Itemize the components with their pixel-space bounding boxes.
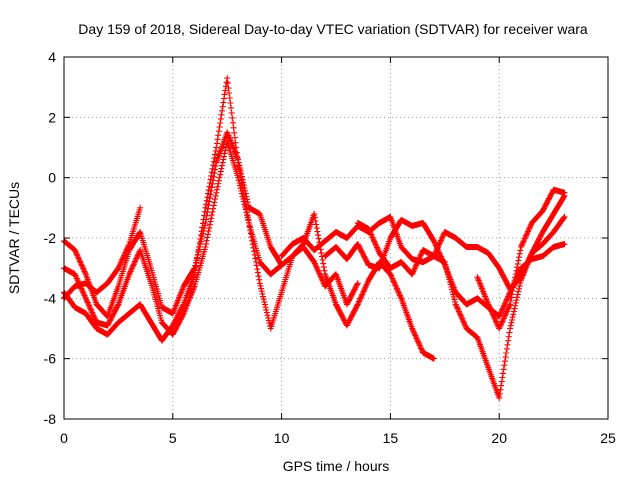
series-points [61, 75, 437, 362]
x-tick-label: 10 [274, 430, 290, 446]
y-tick-label: 2 [48, 109, 56, 125]
series-track-8 [474, 186, 568, 332]
x-tick-label: 0 [60, 430, 68, 446]
series-track-6 [322, 216, 568, 320]
y-tick-label: -4 [44, 290, 57, 306]
x-tick-label: 15 [383, 430, 399, 446]
chart-title: Day 159 of 2018, Sidereal Day-to-day VTE… [78, 21, 588, 37]
y-tick-label: -6 [44, 351, 57, 367]
y-tick-label: -8 [44, 411, 57, 427]
x-tick-label: 20 [491, 430, 507, 446]
plot-frame [63, 56, 609, 420]
x-tick-label: 5 [169, 430, 177, 446]
y-axis-label: SDTVAR / TECUs [6, 182, 22, 294]
series-track-7 [354, 213, 568, 401]
x-tick-label: 25 [600, 430, 616, 446]
y-tick-label: 4 [48, 49, 56, 65]
x-axis-label: GPS time / hours [283, 458, 390, 474]
series-points [354, 213, 568, 401]
data-points [61, 75, 568, 401]
y-tick-label: 0 [48, 170, 56, 186]
axis-ticks: 0 5 10 15 20 25 -8 -6 -4 -2 0 2 4 [44, 49, 616, 446]
series-track-3 [61, 75, 437, 362]
y-tick-label: -2 [44, 230, 57, 246]
series-points [474, 186, 568, 332]
series-points [322, 216, 568, 320]
